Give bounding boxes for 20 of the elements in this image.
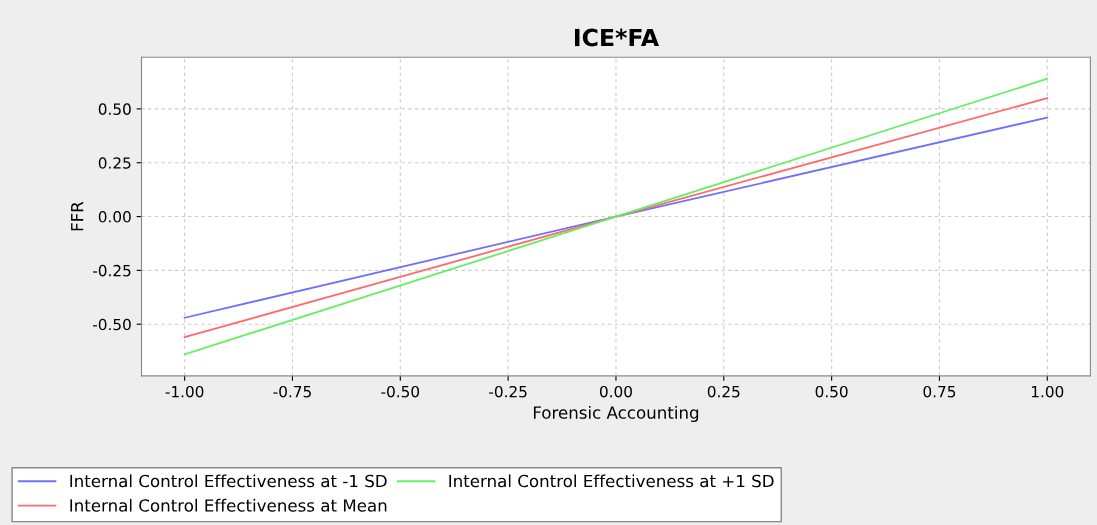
y-tick-label: 0.25 xyxy=(98,157,131,169)
legend-label: Internal Control Effectiveness at +1 SD xyxy=(449,474,774,488)
y-tick-label: 0.00 xyxy=(98,211,131,223)
legend-label: Internal Control Effectiveness at -1 SD xyxy=(70,474,387,488)
y-axis-title: FFR xyxy=(71,201,84,231)
x-tick-label: 1.00 xyxy=(1031,385,1064,398)
y-tick-label: -0.25 xyxy=(93,264,131,277)
x-tick-label: 0.25 xyxy=(707,385,740,398)
chart-title: ICE*FA xyxy=(575,28,659,47)
x-tick-label: 0.75 xyxy=(923,385,956,398)
x-tick-label: -0.75 xyxy=(273,385,311,398)
x-tick-label: 0.00 xyxy=(599,385,632,398)
x-axis-title: Forensic Accounting xyxy=(533,405,699,423)
legend-label: Internal Control Effectiveness at Mean xyxy=(70,498,387,512)
y-tick-label: 0.50 xyxy=(98,103,131,115)
x-tick-label: 0.50 xyxy=(815,385,848,398)
y-tick-label: -0.50 xyxy=(93,318,131,331)
x-tick-label: -1.00 xyxy=(165,385,204,398)
x-tick-label: -0.25 xyxy=(489,385,527,398)
x-tick-label: -0.50 xyxy=(381,385,420,398)
